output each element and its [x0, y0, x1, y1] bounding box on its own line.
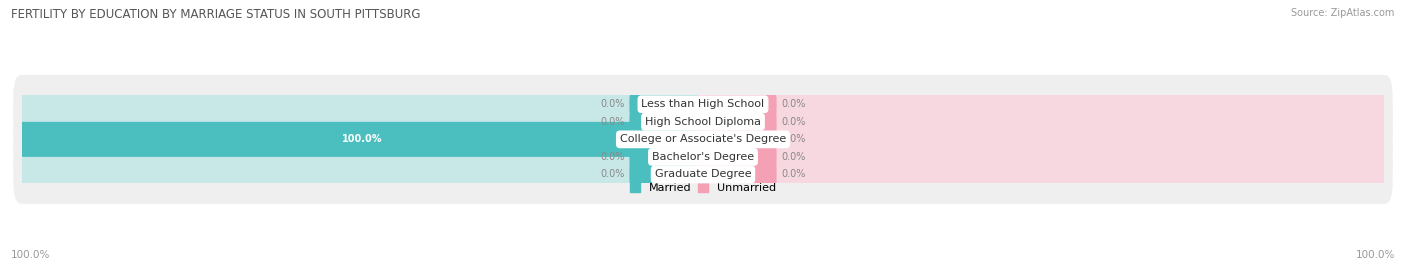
FancyBboxPatch shape	[697, 87, 776, 122]
Text: High School Diploma: High School Diploma	[645, 117, 761, 127]
FancyBboxPatch shape	[14, 145, 1392, 204]
FancyBboxPatch shape	[696, 154, 1392, 196]
FancyBboxPatch shape	[630, 157, 709, 192]
Text: 0.0%: 0.0%	[600, 117, 624, 127]
Text: FERTILITY BY EDUCATION BY MARRIAGE STATUS IN SOUTH PITTSBURG: FERTILITY BY EDUCATION BY MARRIAGE STATU…	[11, 8, 420, 21]
Text: Graduate Degree: Graduate Degree	[655, 169, 751, 180]
Text: 0.0%: 0.0%	[782, 169, 806, 180]
FancyBboxPatch shape	[14, 83, 710, 125]
FancyBboxPatch shape	[696, 136, 1392, 178]
FancyBboxPatch shape	[14, 110, 1392, 169]
FancyBboxPatch shape	[696, 83, 1392, 125]
Text: Source: ZipAtlas.com: Source: ZipAtlas.com	[1291, 8, 1395, 18]
FancyBboxPatch shape	[15, 122, 709, 157]
FancyBboxPatch shape	[14, 128, 1392, 186]
Text: Less than High School: Less than High School	[641, 99, 765, 109]
Text: 0.0%: 0.0%	[782, 117, 806, 127]
FancyBboxPatch shape	[630, 87, 709, 122]
Text: 0.0%: 0.0%	[782, 152, 806, 162]
Text: Bachelor's Degree: Bachelor's Degree	[652, 152, 754, 162]
Text: 0.0%: 0.0%	[782, 99, 806, 109]
FancyBboxPatch shape	[630, 104, 709, 139]
FancyBboxPatch shape	[14, 136, 710, 178]
FancyBboxPatch shape	[14, 118, 710, 160]
FancyBboxPatch shape	[697, 157, 776, 192]
FancyBboxPatch shape	[696, 101, 1392, 143]
Text: 0.0%: 0.0%	[782, 134, 806, 144]
Text: College or Associate's Degree: College or Associate's Degree	[620, 134, 786, 144]
FancyBboxPatch shape	[630, 139, 709, 174]
Text: 0.0%: 0.0%	[600, 169, 624, 180]
FancyBboxPatch shape	[14, 92, 1392, 151]
Text: 0.0%: 0.0%	[600, 99, 624, 109]
Text: 100.0%: 100.0%	[342, 134, 382, 144]
Text: 100.0%: 100.0%	[11, 250, 51, 260]
FancyBboxPatch shape	[14, 101, 710, 143]
FancyBboxPatch shape	[14, 75, 1392, 133]
FancyBboxPatch shape	[696, 118, 1392, 160]
Text: 0.0%: 0.0%	[600, 152, 624, 162]
FancyBboxPatch shape	[697, 104, 776, 139]
FancyBboxPatch shape	[697, 139, 776, 174]
Legend: Married, Unmarried: Married, Unmarried	[626, 177, 780, 197]
FancyBboxPatch shape	[697, 122, 776, 157]
FancyBboxPatch shape	[14, 154, 710, 196]
Text: 100.0%: 100.0%	[1355, 250, 1395, 260]
